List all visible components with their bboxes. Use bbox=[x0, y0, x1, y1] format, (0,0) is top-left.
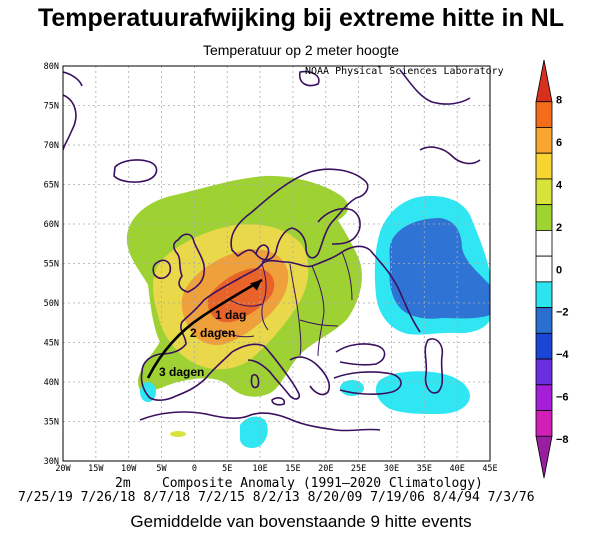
data-credit: NOAA Physical Sciences Laboratory bbox=[305, 66, 504, 77]
lat-tick-label: 70N bbox=[44, 141, 59, 151]
colorbar-segment bbox=[535, 178, 553, 206]
colorbar-label: −6 bbox=[556, 391, 569, 403]
lon-tick-label: 5E bbox=[222, 464, 232, 474]
composite-label: 2m Composite Anomaly (1991–2020 Climatol… bbox=[115, 476, 483, 491]
colorbar-segment bbox=[535, 332, 553, 360]
colorbar-segment bbox=[535, 59, 553, 103]
annotation-1-day: 1 dag bbox=[215, 308, 246, 322]
longitude-tick-labels: 20W 15W 10W 5W 0 5E 10E 15E 20E 25E 30E 35E 40E 45E bbox=[55, 464, 497, 474]
country-borders bbox=[219, 251, 353, 357]
lat-tick-label: 30N bbox=[44, 457, 59, 467]
colorbar-label: 2 bbox=[556, 222, 562, 234]
colorbar-segment bbox=[535, 435, 553, 479]
colorbar-label: 6 bbox=[556, 137, 562, 149]
lon-tick-label: 15W bbox=[88, 464, 104, 474]
lat-tick-label: 65N bbox=[44, 181, 59, 191]
lon-tick-label: 15E bbox=[285, 464, 300, 474]
lat-tick-label: 60N bbox=[44, 220, 59, 230]
colorbar-segment bbox=[535, 255, 553, 283]
lon-tick-label: 35E bbox=[417, 464, 432, 474]
colorbar-label: 4 bbox=[556, 180, 563, 192]
lat-tick-label: 55N bbox=[44, 260, 59, 270]
map-subtitle: Temperatuur op 2 meter hoogte bbox=[202, 42, 400, 58]
event-dates: 7/25/19 7/26/18 8/7/18 7/2/15 8/2/13 8/2… bbox=[18, 490, 535, 505]
lon-tick-label: 5W bbox=[156, 464, 167, 474]
colorbar-segment bbox=[535, 384, 553, 411]
lon-tick-label: 10E bbox=[252, 464, 267, 474]
colorbar-label: 8 bbox=[556, 95, 562, 107]
lat-tick-label: 75N bbox=[44, 102, 59, 112]
colorbar-label: −8 bbox=[556, 434, 569, 446]
colorbar-segment bbox=[535, 281, 553, 309]
lat-tick-label: 35N bbox=[44, 418, 59, 428]
footnote: Gemiddelde van bovenstaande 9 hitte even… bbox=[130, 512, 472, 531]
page-title: Temperatuurafwijking bij extreme hitte i… bbox=[37, 4, 564, 32]
lat-tick-label: 80N bbox=[44, 62, 59, 72]
lat-lon-grid bbox=[63, 66, 490, 461]
colorbar-segment bbox=[535, 127, 553, 154]
colorbar-segment bbox=[535, 229, 553, 257]
colorbar-segment bbox=[535, 152, 553, 180]
colorbar-segment bbox=[535, 307, 553, 334]
heat-track-arrow bbox=[146, 278, 263, 379]
lon-tick-label: 10W bbox=[121, 464, 137, 474]
anomaly-field-green-north bbox=[251, 187, 325, 220]
colorbar-label: −4 bbox=[556, 349, 569, 361]
anomaly-field-green-africa bbox=[170, 431, 186, 437]
lat-tick-label: 45N bbox=[44, 339, 59, 349]
annotation-3-days: 3 dagen bbox=[159, 365, 204, 379]
colorbar: 8 6 4 2 0 −2 −4 −6 −8 bbox=[535, 59, 569, 479]
colorbar-label: 0 bbox=[556, 264, 562, 276]
map-frame bbox=[62, 65, 491, 462]
lon-tick-label: 0 bbox=[192, 464, 197, 474]
colorbar-label: −2 bbox=[556, 307, 569, 319]
lon-tick-label: 25E bbox=[351, 464, 366, 474]
annotation-2-days: 2 dagen bbox=[190, 326, 235, 340]
colorbar-segment bbox=[535, 101, 553, 128]
anomaly-field-cyan-africa bbox=[240, 416, 268, 448]
lon-tick-label: 30E bbox=[384, 464, 399, 474]
latitude-tick-labels: 80N 75N 70N 65N 60N 55N 50N 45N 40N 35N 30N bbox=[44, 62, 59, 467]
anomaly-field-blue-east bbox=[389, 218, 490, 319]
colorbar-segment bbox=[535, 358, 553, 386]
lon-tick-label: 20E bbox=[318, 464, 333, 474]
lon-tick-label: 40E bbox=[449, 464, 464, 474]
lon-tick-label: 45E bbox=[482, 464, 497, 474]
colorbar-segment bbox=[535, 204, 553, 231]
lat-tick-label: 50N bbox=[44, 299, 59, 309]
colorbar-segment bbox=[535, 410, 553, 437]
lon-tick-label: 20W bbox=[55, 464, 71, 474]
lat-tick-label: 40N bbox=[44, 378, 59, 388]
